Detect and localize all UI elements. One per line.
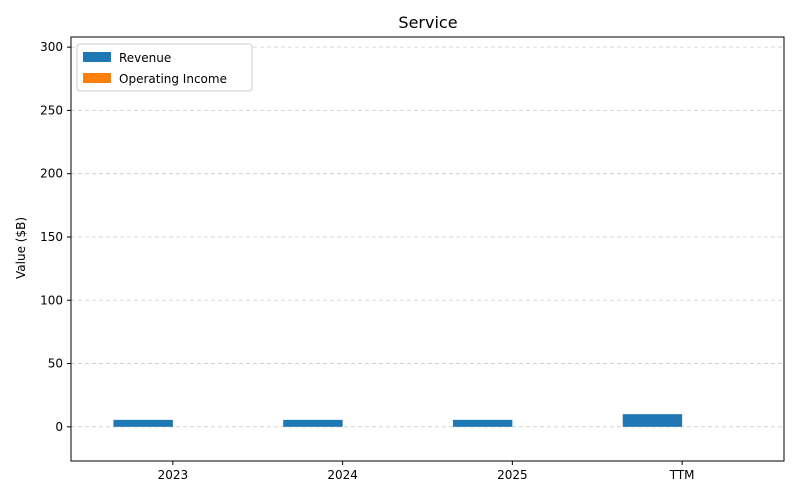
bar-revenue [283,419,343,427]
x-axis: 2023 2024 2025 TTM [158,461,695,482]
y-tick-label: 200 [40,167,63,181]
x-tick-label: 2025 [497,468,528,482]
legend-swatch [83,52,111,62]
y-tick-label: 50 [48,357,63,371]
legend: Revenue Operating Income [76,43,253,92]
y-axis-label: Value ($B) [14,217,28,279]
legend-label: Revenue [119,51,171,65]
y-tick-label: 150 [40,230,63,244]
y-tick-label: 100 [40,293,63,307]
y-axis: 0 50 100 150 200 250 300 [40,40,71,434]
y-tick-label: 300 [40,40,63,54]
plot-frame [70,36,785,462]
legend-swatch [83,73,111,83]
grid-lines [71,46,784,428]
x-tick-label: 2023 [158,468,189,482]
x-tick-label: TTM [669,468,695,482]
legend-box [76,43,253,92]
y-tick-label: 0 [55,420,63,434]
legend-label: Operating Income [119,72,227,86]
bars [113,414,683,427]
x-tick-label: 2024 [327,468,358,482]
chart-title: Service [398,13,457,32]
bar-revenue [622,414,683,427]
bar-revenue [113,419,173,427]
bar-revenue [452,419,513,427]
y-tick-label: 250 [40,103,63,117]
